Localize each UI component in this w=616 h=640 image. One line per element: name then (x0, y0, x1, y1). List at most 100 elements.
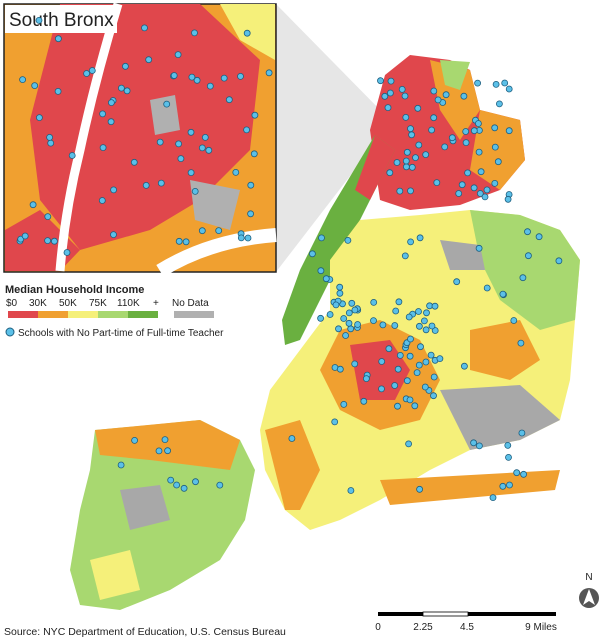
school-marker (351, 360, 359, 368)
school-marker (68, 152, 76, 159)
legend-label: 50K (59, 298, 77, 309)
school-marker (131, 436, 139, 444)
school-marker (117, 461, 125, 469)
school-marker (205, 146, 213, 154)
bronx-park (440, 60, 470, 90)
school-marker (83, 70, 90, 77)
school-marker (489, 494, 497, 502)
school-marker (505, 85, 513, 93)
school-marker (379, 321, 387, 329)
school-marker (288, 435, 296, 442)
school-marker (167, 476, 175, 484)
school-marker (491, 143, 499, 151)
inset-gray-2 (190, 180, 240, 230)
school-marker (340, 400, 348, 408)
school-marker (406, 352, 414, 360)
school-marker (354, 321, 362, 328)
school-marker (163, 100, 171, 108)
school-marker (470, 439, 478, 447)
school-marker (506, 481, 513, 489)
school-marker (421, 383, 429, 391)
school-marker (44, 213, 52, 221)
school-marker (460, 362, 468, 370)
legend-no-data-swatch (174, 311, 214, 318)
school-marker (499, 290, 507, 298)
school-marker (475, 148, 483, 156)
school-marker (416, 234, 424, 242)
school-marker (476, 190, 484, 197)
school-marker (519, 274, 527, 282)
legend-labels: $0 30K 50K 75K 110K + (6, 298, 159, 309)
school-marker (161, 436, 169, 444)
school-marker (122, 62, 129, 70)
school-marker (118, 84, 125, 92)
school-marker (402, 114, 410, 121)
school-marker (403, 148, 411, 156)
school-marker (187, 169, 195, 177)
school-marker (342, 332, 350, 339)
school-marker (156, 138, 164, 146)
school-marker (381, 92, 389, 100)
school-marker (504, 195, 512, 203)
school-marker (417, 343, 424, 351)
school-marker (173, 481, 181, 489)
school-marker (145, 56, 153, 64)
school-marker (408, 131, 416, 139)
school-marker (141, 24, 148, 32)
school-marker (483, 186, 491, 194)
scale-label: 2.25 (413, 622, 433, 633)
inset-river (55, 2, 123, 272)
school-marker (491, 124, 499, 132)
school-marker (206, 82, 214, 90)
school-marker (505, 453, 512, 461)
school-marker (403, 377, 411, 385)
school-marker (191, 187, 199, 195)
school-marker (110, 231, 117, 239)
school-marker (17, 235, 25, 243)
school-marker (391, 382, 399, 389)
school-marker (402, 163, 410, 171)
school-marker (54, 88, 62, 95)
inset-title-box (5, 5, 117, 33)
school-marker (347, 487, 355, 494)
inset: South Bronx (3, 2, 277, 277)
school-marker (31, 82, 39, 89)
legend-label: 110K (117, 298, 140, 309)
school-marker (499, 482, 507, 490)
school-marker (407, 125, 414, 133)
school-marker (378, 358, 386, 365)
legend-swatch (98, 311, 128, 318)
school-marker (396, 187, 404, 195)
school-marker (130, 158, 138, 166)
school-marker (182, 238, 190, 246)
school-marker (464, 169, 472, 177)
school-marker (441, 143, 449, 151)
north-arrow (583, 589, 595, 605)
school-marker (495, 100, 503, 108)
school-marker (35, 16, 43, 24)
school-marker (393, 159, 401, 166)
legend-no-data: No Data (172, 298, 209, 309)
school-marker (394, 402, 401, 410)
school-marker (322, 275, 330, 283)
school-marker (477, 168, 485, 176)
legend-swatch (8, 311, 38, 318)
bronx-north (430, 60, 480, 140)
school-marker (535, 233, 543, 241)
school-marker (406, 396, 414, 404)
school-marker (336, 289, 344, 297)
school-marker (427, 351, 435, 359)
school-marker (416, 485, 424, 493)
school-marker (63, 249, 71, 256)
school-marker (331, 418, 339, 426)
school-marker (385, 345, 393, 353)
school-marker (336, 365, 344, 373)
school-marker (458, 181, 466, 189)
staten-park (120, 485, 170, 530)
school-marker (395, 298, 403, 306)
school-marker (401, 252, 409, 260)
school-marker (155, 447, 163, 455)
park-gray (440, 240, 485, 270)
school-marker (405, 313, 413, 321)
